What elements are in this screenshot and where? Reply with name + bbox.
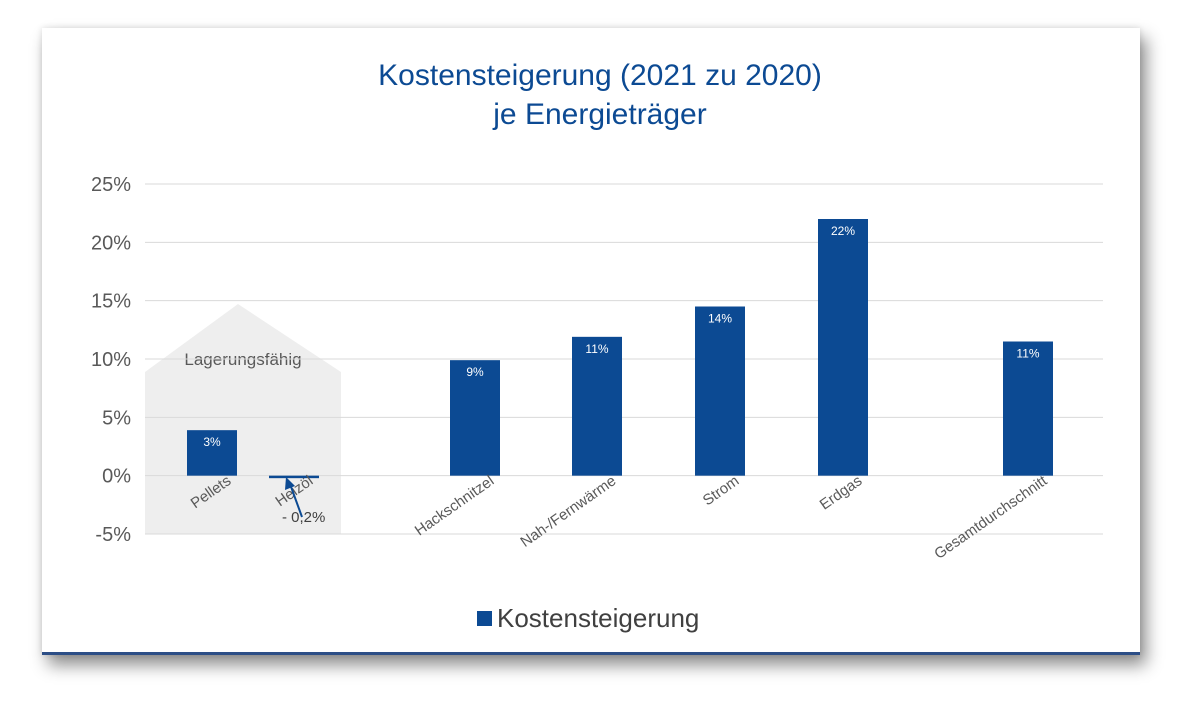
y-axis: 25% 20% 15% 10% 5% 0% -5% (91, 174, 131, 546)
x-tick-label: Nah-/Fernwärme (517, 472, 619, 550)
bar (269, 475, 319, 479)
y-tick-label: 20% (91, 232, 131, 254)
x-tick-label: Gesamtdurchschnitt (931, 472, 1051, 563)
gridlines (145, 183, 1103, 535)
legend: Kostensteigerung (477, 603, 699, 633)
annotations: - 0,2% (282, 477, 325, 526)
x-tick-label: Hackschnitzel (412, 472, 498, 539)
callout-arrow-head (285, 477, 295, 490)
chart-title-line-1: Kostensteigerung (2021 zu 2020) (378, 59, 822, 92)
y-tick-label: 0% (102, 466, 131, 488)
y-tick-label: 25% (91, 174, 131, 196)
bar (187, 430, 237, 476)
y-tick-label: 5% (102, 407, 131, 429)
y-tick-label: 10% (91, 349, 131, 371)
y-tick-label: -5% (95, 524, 131, 546)
bar-value-label: 9% (466, 365, 484, 379)
bar-value-label: 11% (1016, 347, 1039, 361)
storable-group-shape (145, 304, 341, 534)
x-tick-label: Strom (700, 472, 743, 509)
bar-value-label: 14% (708, 312, 732, 326)
bar (450, 360, 500, 476)
chart-card: Lagerungsfähig 25% 20% 15% 10% 5% 0% -5% 3% 9% 1… (42, 28, 1140, 655)
legend-swatch (477, 611, 492, 626)
chart-title-line-2: je Energieträger (492, 98, 706, 131)
y-tick-label: 15% (91, 291, 131, 313)
storable-group: Lagerungsfähig (145, 304, 341, 534)
callout-arrow-shaft (289, 483, 303, 518)
bar (1003, 341, 1053, 476)
bar-value-label: 11% (585, 342, 608, 356)
bars: 3% 9% 11% 14% 22% 11% (187, 219, 1053, 479)
bar (695, 306, 745, 476)
bar (572, 336, 622, 476)
bar-chart: Lagerungsfähig 25% 20% 15% 10% 5% 0% -5% 3% 9% 1… (91, 59, 1103, 633)
bar (818, 219, 868, 476)
x-tick-label: Erdgas (817, 472, 866, 513)
legend-label: Kostensteigerung (497, 603, 699, 633)
heizoel-value-label: - 0,2% (282, 509, 325, 526)
bar-value-label: 22% (831, 224, 855, 238)
bar-value-label: 3% (203, 435, 221, 449)
